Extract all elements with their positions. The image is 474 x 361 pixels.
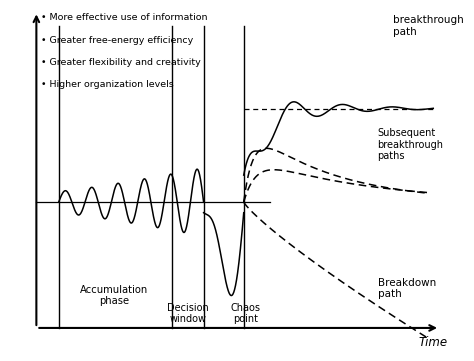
- Text: Breakdown
path: Breakdown path: [377, 278, 436, 299]
- Text: • Higher organization levels: • Higher organization levels: [41, 80, 173, 89]
- Text: Time: Time: [419, 336, 448, 349]
- Text: • Greater flexibility and creativity: • Greater flexibility and creativity: [41, 58, 201, 67]
- Text: • Greater free-energy efficiency: • Greater free-energy efficiency: [41, 36, 193, 44]
- Text: Decision
window: Decision window: [167, 303, 209, 324]
- Text: Chaos
point: Chaos point: [231, 303, 261, 324]
- Text: breakthrough
path: breakthrough path: [393, 15, 464, 37]
- Text: Subsequent
breakthrough
paths: Subsequent breakthrough paths: [377, 128, 444, 161]
- Text: Accumulation
phase: Accumulation phase: [80, 285, 148, 306]
- Text: • More effective use of information: • More effective use of information: [41, 13, 207, 22]
